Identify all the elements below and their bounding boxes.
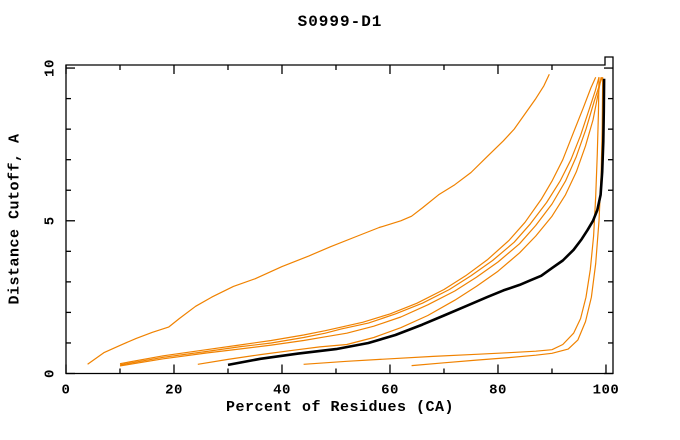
curve-orange-model-1 (87, 73, 550, 365)
x-tick-label-0: 0 (62, 383, 71, 399)
x-tick-label-20: 20 (165, 383, 183, 399)
page-title: S0999-D1 (297, 13, 383, 31)
x-tick-label-100: 100 (593, 383, 620, 399)
curve-orange-model-6 (303, 77, 600, 365)
curve-orange-model-4 (119, 76, 603, 367)
x-tick-label-40: 40 (273, 383, 291, 399)
y-tick-label-10: 10 (43, 59, 59, 77)
x-tick-label-60: 60 (381, 383, 399, 399)
y-tick-label-5: 5 (43, 216, 59, 225)
curve-black-main-model (227, 78, 606, 367)
curve-orange-model-5 (197, 77, 602, 365)
curve-orange-model-2 (119, 76, 597, 365)
x-tick-label-80: 80 (489, 383, 507, 399)
curve-orange-model-3 (119, 77, 600, 366)
curve-orange-model-7 (411, 77, 604, 367)
y-axis-label: Distance Cutoff, A (6, 133, 24, 305)
x-axis-label: Percent of Residues (CA) (225, 399, 455, 416)
y-tick-label-0: 0 (43, 369, 59, 378)
